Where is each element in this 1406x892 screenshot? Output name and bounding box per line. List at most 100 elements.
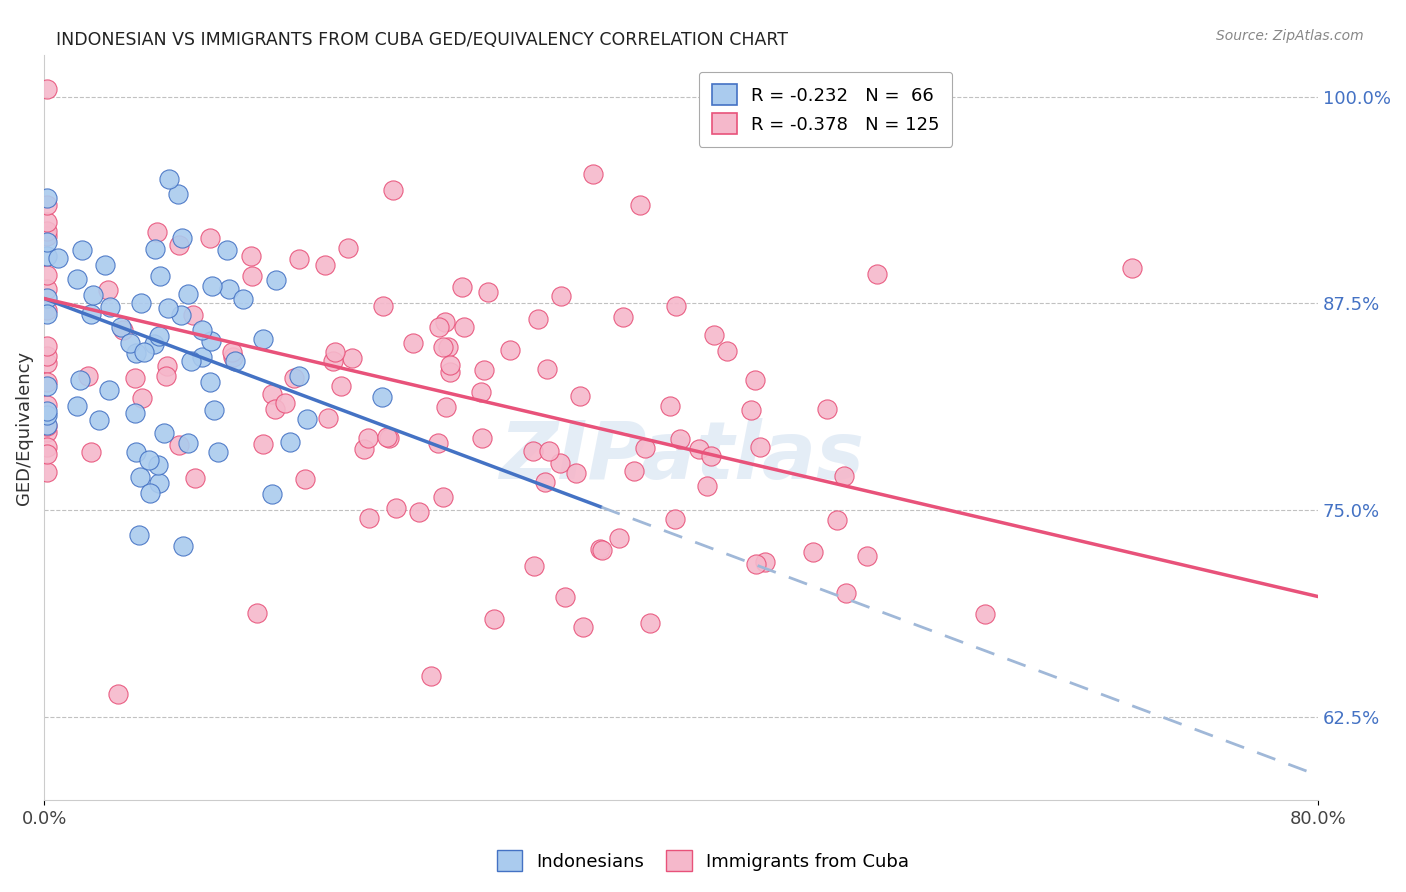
Point [37,425,59,440]
Point [439,358,461,372]
Point [434,315,457,329]
Point [37,447,59,461]
Point [748,440,770,454]
Point [801,545,824,559]
Point [536,362,558,376]
Point [526,311,548,326]
Point [294,472,316,486]
Point [70,243,93,257]
Point [143,243,166,257]
Point [80,307,103,321]
Point [434,400,457,414]
Point [37,302,59,317]
Point [177,287,200,301]
Point [200,334,222,349]
Point [754,555,776,569]
Point [153,425,176,440]
Point [402,336,425,351]
Legend: R = -0.232   N =  66, R = -0.378   N = 125: R = -0.232 N = 66, R = -0.378 N = 125 [699,71,952,146]
Point [716,343,738,358]
Point [112,323,135,337]
Point [634,441,657,455]
Point [628,198,651,212]
Point [612,310,634,324]
Point [143,337,166,351]
Point [264,273,287,287]
Point [371,299,394,313]
Point [176,435,198,450]
Point [246,606,269,620]
Point [437,340,460,354]
Point [522,444,544,458]
Point [37,235,59,249]
Point [744,373,766,387]
Point [222,351,245,365]
Point [66,272,89,286]
Point [263,402,285,417]
Point [172,539,194,553]
Point [283,370,305,384]
Point [134,345,156,359]
Point [98,300,121,314]
Point [167,438,190,452]
Point [278,434,301,449]
Legend: Indonesians, Immigrants from Cuba: Indonesians, Immigrants from Cuba [489,843,917,879]
Point [157,172,180,186]
Point [170,308,193,322]
Point [198,375,221,389]
Point [146,225,169,239]
Point [180,353,202,368]
Point [1121,260,1143,275]
Point [232,292,254,306]
Point [375,430,398,444]
Point [37,0,59,4]
Point [97,283,120,297]
Point [139,485,162,500]
Point [110,320,132,334]
Point [482,612,505,626]
Point [155,368,177,383]
Point [323,345,346,359]
Point [224,354,246,368]
Point [439,365,461,379]
Point [420,669,443,683]
Point [181,308,204,322]
Point [240,268,263,283]
Text: Source: ZipAtlas.com: Source: ZipAtlas.com [1216,29,1364,43]
Point [37,197,59,211]
Point [37,419,59,434]
Point [499,343,522,358]
Point [371,390,394,404]
Point [669,432,692,446]
Point [664,512,686,526]
Point [703,327,725,342]
Point [554,591,576,605]
Point [37,350,59,364]
Point [37,356,59,370]
Point [37,408,59,422]
Point [46,251,69,265]
Point [607,531,630,545]
Point [37,376,59,390]
Point [471,431,494,445]
Point [37,339,59,353]
Point [148,476,170,491]
Point [353,442,375,456]
Point [472,363,495,377]
Point [318,411,340,425]
Point [170,231,193,245]
Point [432,490,454,504]
Point [37,465,59,479]
Point [37,229,59,244]
Point [591,543,613,558]
Point [623,465,645,479]
Point [295,412,318,426]
Point [218,282,240,296]
Point [582,167,605,181]
Point [37,399,59,413]
Point [288,369,311,384]
Y-axis label: GED/Equivalency: GED/Equivalency [15,351,32,505]
Point [378,431,401,445]
Point [240,249,263,263]
Point [156,359,179,373]
